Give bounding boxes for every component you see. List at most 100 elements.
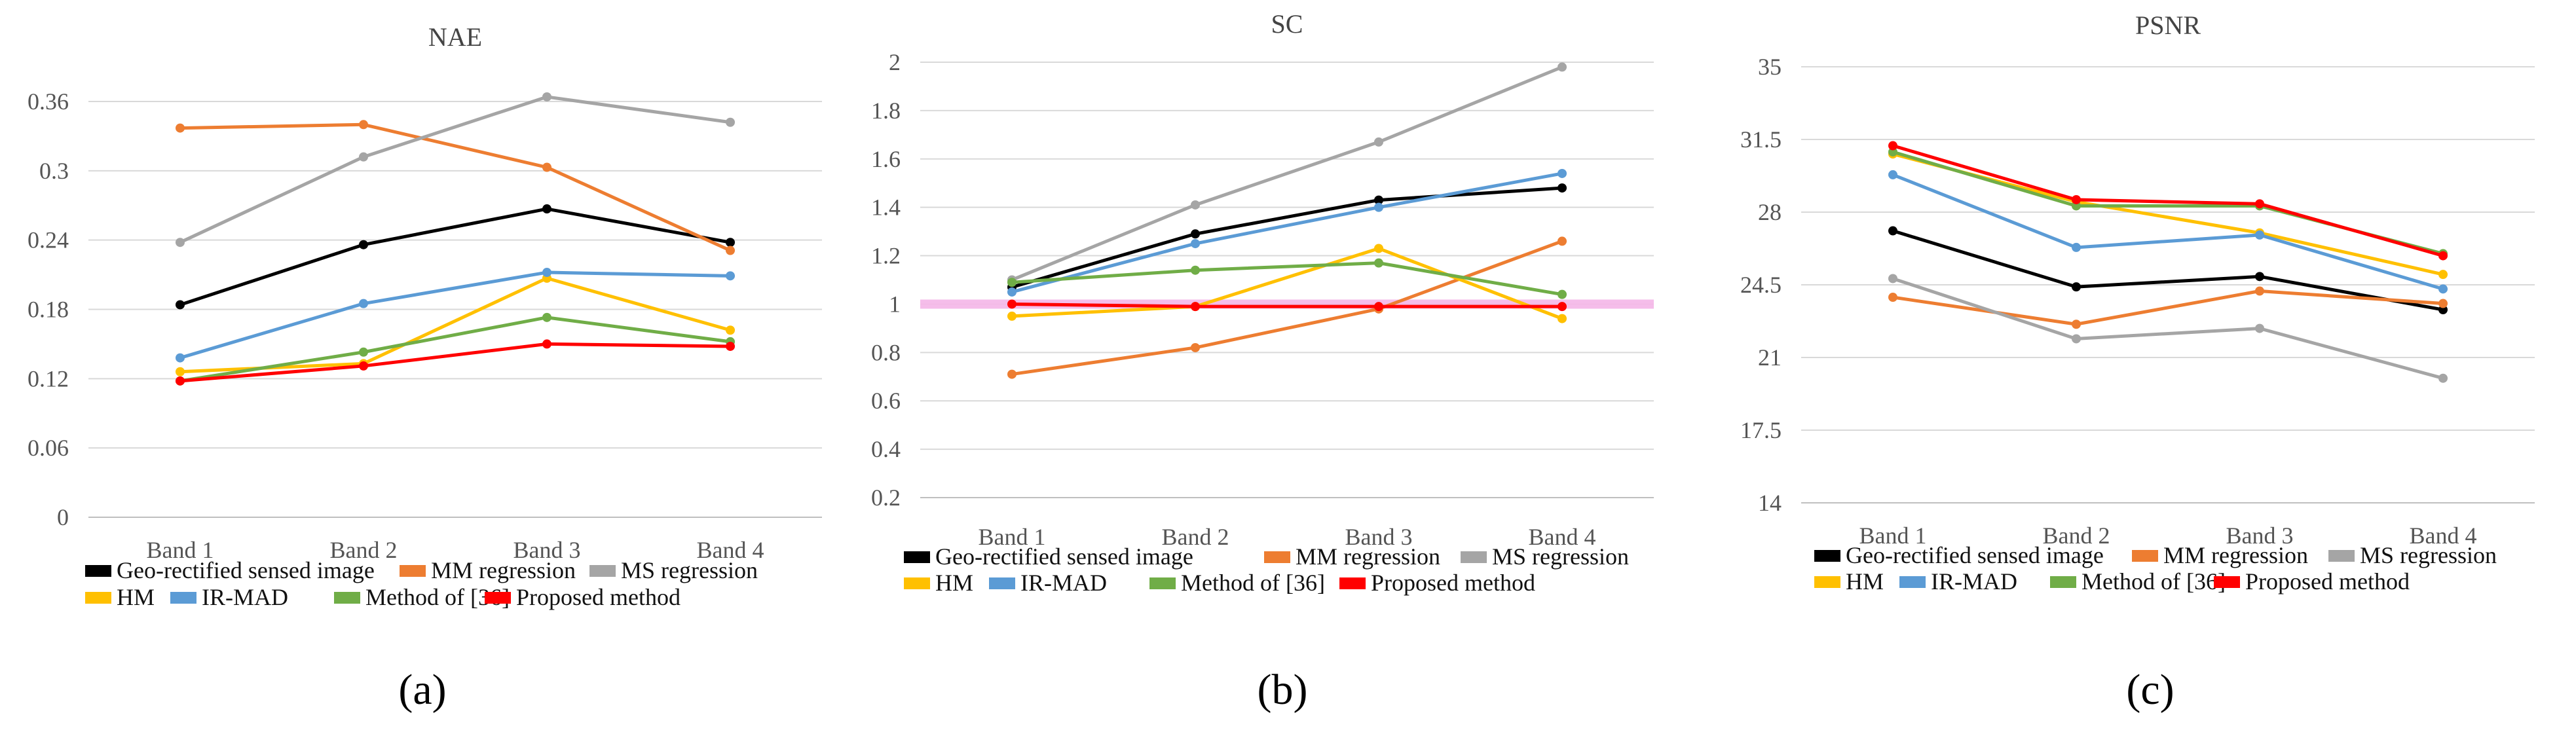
chart-1-legend-label-geo-rectified-sensed-image: Geo-rectified sensed image bbox=[117, 557, 375, 583]
chart-3-data-point-geo-rectified-sensed-image bbox=[2255, 272, 2264, 282]
chart-3-legend-swatch-ir-mad bbox=[1899, 576, 1926, 588]
chart-2-series-line-mm-regression bbox=[1011, 240, 1563, 376]
chart-2-series-line-hm bbox=[1011, 246, 1563, 320]
chart-2-legend-label-geo-rectified-sensed-image: Geo-rectified sensed image bbox=[935, 543, 1193, 570]
chart-2-data-point-method-of-36 bbox=[1191, 265, 1200, 275]
chart-1-legend-label-proposed-method: Proposed method bbox=[516, 584, 681, 610]
chart-1-data-point-method-of-36 bbox=[542, 312, 551, 322]
chart-1-data-point-proposed-method bbox=[176, 376, 185, 386]
chart-1-data-point-geo-rectified-sensed-image bbox=[176, 300, 185, 310]
chart-1-y-tick-label: 0.06 bbox=[28, 435, 69, 461]
chart-2-legend-swatch-proposed-method bbox=[1339, 577, 1366, 589]
chart-2-data-point-proposed-method bbox=[1191, 302, 1200, 312]
chart-2-legend-swatch-method-of-36 bbox=[1149, 577, 1176, 589]
chart-3-data-point-ms-regression bbox=[2255, 323, 2264, 333]
chart-1-data-point-ms-regression bbox=[726, 117, 735, 127]
chart-1-data-point-hm bbox=[176, 367, 185, 376]
chart-2-x-tick-label: Band 3 bbox=[1345, 524, 1413, 550]
chart-2-data-point-proposed-method bbox=[1558, 302, 1567, 312]
chart-3-data-point-ms-regression bbox=[1888, 274, 1897, 284]
chart-2-legend-label-mm-regression: MM regression bbox=[1296, 543, 1440, 570]
chart-3-data-point-geo-rectified-sensed-image bbox=[1888, 226, 1897, 236]
chart-1-y-tick-label: 0.18 bbox=[28, 297, 69, 323]
chart-1-data-point-mm-regression bbox=[359, 120, 368, 130]
chart-1-data-point-proposed-method bbox=[726, 341, 735, 351]
chart-1-y-tick-label: 0.24 bbox=[28, 227, 69, 253]
chart-2-series-line-proposed-method bbox=[1011, 302, 1562, 308]
chart-1-data-point-ir-mad bbox=[176, 353, 185, 363]
chart-3-legend-label-ir-mad: IR-MAD bbox=[1931, 568, 2017, 595]
chart-1-y-tick-label: 0 bbox=[57, 504, 69, 530]
chart-1-data-point-hm bbox=[726, 325, 735, 335]
chart-1-data-point-geo-rectified-sensed-image bbox=[726, 238, 735, 247]
chart-3-series-line-geo-rectified-sensed-image bbox=[1892, 229, 2444, 312]
chart-1-series-line-mm-regression bbox=[179, 122, 732, 252]
chart-1-data-point-ir-mad bbox=[542, 268, 551, 278]
chart-2-data-point-ir-mad bbox=[1374, 202, 1383, 212]
chart-2-data-point-geo-rectified-sensed-image bbox=[1374, 195, 1383, 205]
chart-1-series-line-ir-mad bbox=[179, 270, 731, 359]
chart-2-data-point-proposed-method bbox=[1374, 302, 1383, 312]
chart-2-series-line-geo-rectified-sensed-image bbox=[1011, 186, 1563, 289]
chart-1-legend-label-ms-regression: MS regression bbox=[621, 557, 758, 583]
chart-2-legend-swatch-mm-regression bbox=[1264, 551, 1290, 563]
chart-3-legend-swatch-geo-rectified-sensed-image bbox=[1814, 550, 1840, 562]
chart-1-data-point-geo-rectified-sensed-image bbox=[359, 240, 368, 249]
chart-3-series-line-ms-regression bbox=[1892, 277, 2444, 380]
chart-2-data-point-geo-rectified-sensed-image bbox=[1191, 229, 1200, 239]
chart-3-data-point-proposed-method bbox=[1888, 141, 1897, 151]
chart-1-data-point-mm-regression bbox=[542, 162, 551, 172]
chart-2-data-point-method-of-36 bbox=[1374, 258, 1383, 268]
chart-3-legend-label-mm-regression: MM regression bbox=[2163, 542, 2308, 568]
chart-1-legend-swatch-geo-rectified-sensed-image bbox=[85, 565, 111, 577]
chart-3-x-tick-label: Band 3 bbox=[2226, 522, 2294, 549]
chart-3-data-point-ir-mad bbox=[1888, 170, 1897, 179]
chart-1-panel-label: (a) bbox=[398, 666, 446, 714]
chart-1-data-point-ms-regression bbox=[176, 238, 185, 247]
chart-3-y-tick-label: 14 bbox=[1758, 490, 1782, 516]
chart-1-data-point-proposed-method bbox=[542, 339, 551, 349]
chart-1-legend-swatch-hm bbox=[85, 592, 111, 604]
chart-1-legend-label-mm-regression: MM regression bbox=[431, 557, 576, 583]
chart-3-data-point-mm-regression bbox=[2072, 320, 2081, 329]
chart-3-data-point-ir-mad bbox=[2438, 284, 2448, 294]
chart-3-data-point-proposed-method bbox=[2072, 194, 2081, 204]
chart-1-data-point-ir-mad bbox=[726, 271, 735, 281]
chart-3-series-line-proposed-method bbox=[1892, 144, 2444, 258]
chart-3-data-point-proposed-method bbox=[2438, 251, 2448, 261]
chart-1-x-tick-label: Band 4 bbox=[697, 537, 764, 563]
chart-3-x-tick-label: Band 4 bbox=[2410, 522, 2477, 549]
chart-3-x-tick-label: Band 1 bbox=[1859, 522, 1927, 549]
chart-1-data-point-ir-mad bbox=[359, 299, 368, 308]
chart-3-legend-swatch-proposed-method bbox=[2214, 576, 2240, 588]
chart-1-data-point-ms-regression bbox=[542, 92, 551, 101]
chart-2-data-point-ir-mad bbox=[1007, 287, 1017, 297]
chart-3-data-point-hm bbox=[2438, 270, 2448, 280]
chart-2-title: SC bbox=[1271, 9, 1303, 39]
chart-3-data-point-ms-regression bbox=[2072, 334, 2081, 344]
chart-3-data-point-ir-mad bbox=[2072, 242, 2081, 252]
chart-2-y-tick-label: 0.6 bbox=[871, 388, 901, 414]
chart-3-data-point-proposed-method bbox=[2255, 199, 2264, 209]
chart-1-series-line-geo-rectified-sensed-image bbox=[179, 207, 731, 306]
chart-2-x-tick-label: Band 4 bbox=[1529, 524, 1596, 550]
chart-1-series-line-ms-regression bbox=[179, 95, 731, 244]
chart-2-series-line-ms-regression bbox=[1011, 65, 1563, 282]
chart-2-data-point-hm bbox=[1558, 314, 1567, 323]
chart-3-data-point-mm-regression bbox=[2255, 286, 2264, 296]
chart-2-data-point-ir-mad bbox=[1558, 168, 1567, 178]
chart-2-legend-swatch-ir-mad bbox=[989, 577, 1015, 589]
chart-3-title: PSNR bbox=[2135, 10, 2201, 40]
chart-1-legend-label-ir-mad: IR-MAD bbox=[202, 584, 288, 610]
chart-3-series-line-mm-regression bbox=[1892, 289, 2444, 326]
chart-3-y-tick-label: 35 bbox=[1758, 54, 1782, 80]
chart-3-data-point-mm-regression bbox=[1888, 293, 1897, 302]
chart-1-data-point-proposed-method bbox=[359, 361, 368, 371]
chart-2-y-tick-label: 1.2 bbox=[871, 243, 901, 269]
chart-3-legend-label-method-of-36: Method of [36] bbox=[2081, 568, 2226, 595]
chart-1-legend-swatch-method-of-36 bbox=[334, 592, 360, 604]
chart-3-legend-label-proposed-method: Proposed method bbox=[2245, 568, 2410, 595]
chart-2-data-point-ir-mad bbox=[1191, 239, 1200, 249]
chart-1-series-line-method-of-36 bbox=[179, 316, 731, 383]
